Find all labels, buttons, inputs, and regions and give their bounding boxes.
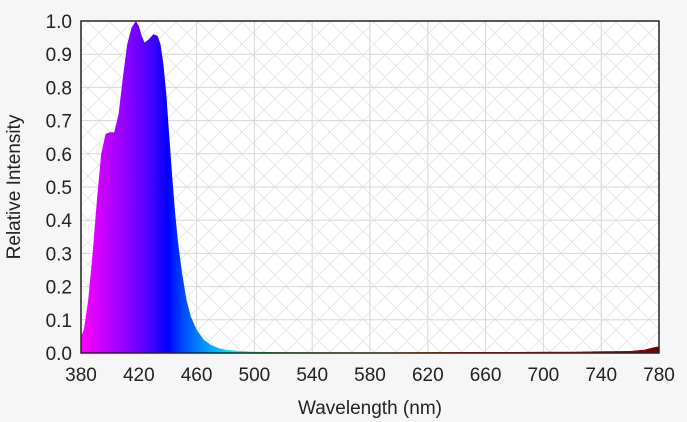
y-tick-label: 0.9 <box>46 45 72 66</box>
x-axis-title: Wavelength (nm) <box>298 398 442 419</box>
x-tick-label: 500 <box>239 365 271 386</box>
x-tick-label: 700 <box>528 365 560 386</box>
y-tick-labels: 0.0 0.1 0.2 0.3 0.4 0.5 0.6 0.7 0.8 0.9 1.0 <box>46 12 73 365</box>
x-tick-label: 460 <box>181 365 213 386</box>
y-axis-title: Relative Intensity <box>4 114 25 259</box>
y-tick-label: 0.0 <box>46 344 72 365</box>
x-tick-label: 540 <box>296 365 328 386</box>
x-tick-label: 780 <box>643 365 675 386</box>
y-tick-label: 0.3 <box>46 244 72 265</box>
x-tick-label: 620 <box>412 365 444 386</box>
plot-frame <box>80 20 660 354</box>
y-tick-label: 0.4 <box>46 211 73 232</box>
y-tick-label: 1.0 <box>46 12 72 33</box>
area-layer <box>81 21 659 353</box>
y-tick-label: 0.7 <box>46 112 72 133</box>
x-tick-label: 380 <box>65 365 97 386</box>
x-tick-label: 740 <box>585 365 617 386</box>
y-tick-label: 0.8 <box>46 78 72 99</box>
x-tick-label: 580 <box>354 365 386 386</box>
spectrum-area <box>81 21 659 353</box>
x-tick-label: 660 <box>470 365 502 386</box>
x-tick-labels: 380 420 460 500 540 580 620 660 700 740 780 <box>65 365 675 386</box>
y-tick-label: 0.6 <box>46 145 72 166</box>
x-tick-label: 420 <box>123 365 155 386</box>
y-tick-label: 0.1 <box>46 311 72 332</box>
y-tick-label: 0.2 <box>46 278 72 299</box>
y-tick-label: 0.5 <box>46 178 72 199</box>
